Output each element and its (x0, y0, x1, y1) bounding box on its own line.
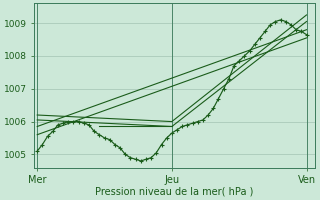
X-axis label: Pression niveau de la mer( hPa ): Pression niveau de la mer( hPa ) (95, 187, 254, 197)
